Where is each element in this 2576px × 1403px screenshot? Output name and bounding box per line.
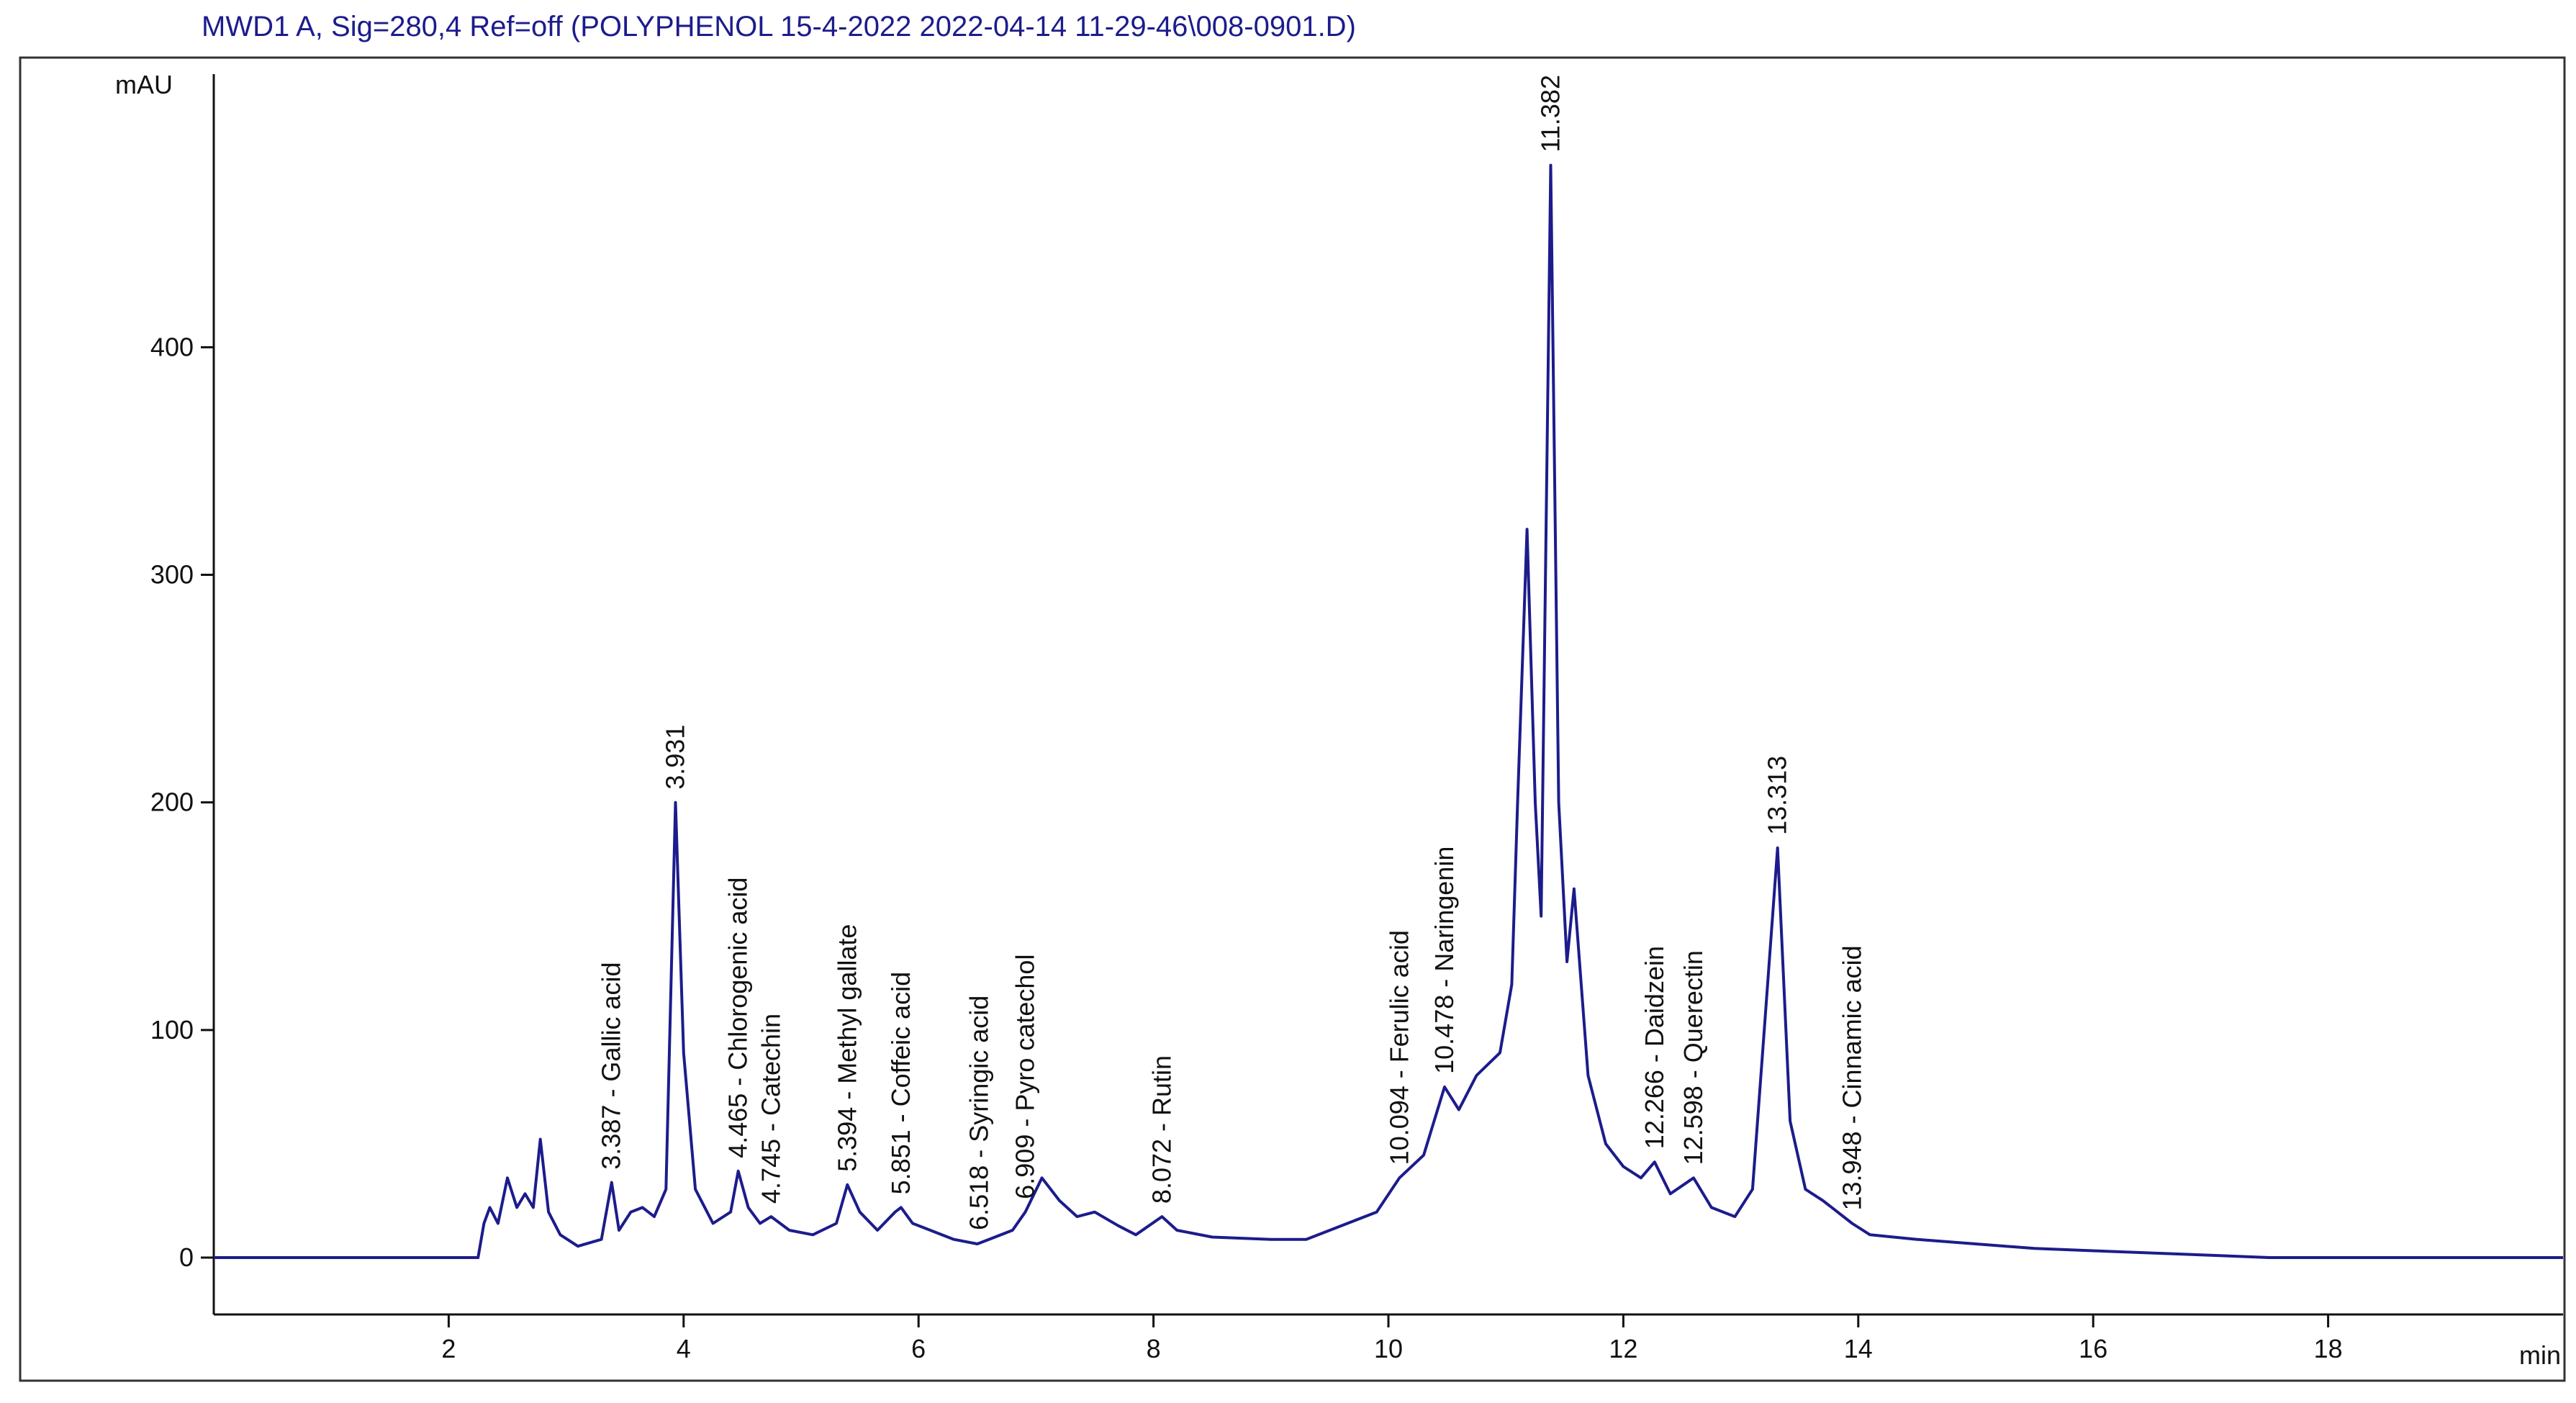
- peak-label: 5.851 - Coffeic acid: [886, 972, 916, 1195]
- peak-label: 12.266 - Daidzein: [1640, 946, 1669, 1149]
- peak-label: 13.948 - Cinnamic acid: [1837, 945, 1866, 1210]
- x-tick-label: 6: [911, 1334, 926, 1363]
- y-tick-label: 300: [150, 560, 194, 590]
- peak-label: 12.598 - Querectin: [1678, 950, 1708, 1165]
- peak-label: 6.518 - Syringic acid: [964, 996, 994, 1230]
- x-tick-label: 14: [1844, 1334, 1873, 1363]
- peak-label: 10.478 - Naringenin: [1429, 847, 1459, 1074]
- x-tick-label: 8: [1147, 1334, 1161, 1363]
- peak-label: 13.313: [1763, 756, 1792, 835]
- y-tick-label: 400: [150, 332, 194, 361]
- peak-label: 3.387 - Gallic acid: [597, 962, 626, 1169]
- y-tick-label: 200: [150, 788, 194, 817]
- peak-label: 4.465 - Chlorogenic acid: [723, 878, 753, 1158]
- peak-label: 10.094 - Ferulic acid: [1384, 930, 1414, 1165]
- peak-label: 11.382: [1536, 75, 1565, 152]
- x-tick-label: 18: [2314, 1334, 2343, 1363]
- chart-title: MWD1 A, Sig=280,4 Ref=off (POLYPHENOL 15…: [202, 11, 1356, 42]
- x-tick-label: 2: [441, 1334, 456, 1363]
- x-tick-label: 16: [2079, 1334, 2107, 1363]
- chromatogram-trace: [214, 163, 2563, 1259]
- y-tick-label: 0: [179, 1242, 194, 1272]
- peak-label: 3.931: [661, 725, 690, 790]
- peak-label: 5.394 - Methyl gallate: [832, 924, 862, 1172]
- y-tick-label: 100: [150, 1015, 194, 1045]
- x-axis-label: min: [2519, 1340, 2561, 1370]
- x-tick-label: 12: [1609, 1334, 1637, 1363]
- peak-label: 8.072 - Rutin: [1147, 1055, 1176, 1204]
- peak-label: 6.909 - Pyro catechol: [1011, 955, 1040, 1199]
- peak-label: 4.745 - Catechin: [756, 1014, 785, 1204]
- x-tick-label: 10: [1374, 1334, 1403, 1363]
- frame: [19, 56, 2566, 1382]
- y-axis-label: mAU: [115, 70, 173, 99]
- x-tick-label: 4: [677, 1334, 691, 1363]
